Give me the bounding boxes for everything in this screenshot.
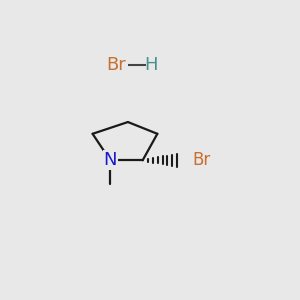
Text: Br: Br [193,151,211,169]
Text: N: N [103,151,117,169]
Text: Br: Br [106,56,126,74]
Text: H: H [145,56,158,74]
